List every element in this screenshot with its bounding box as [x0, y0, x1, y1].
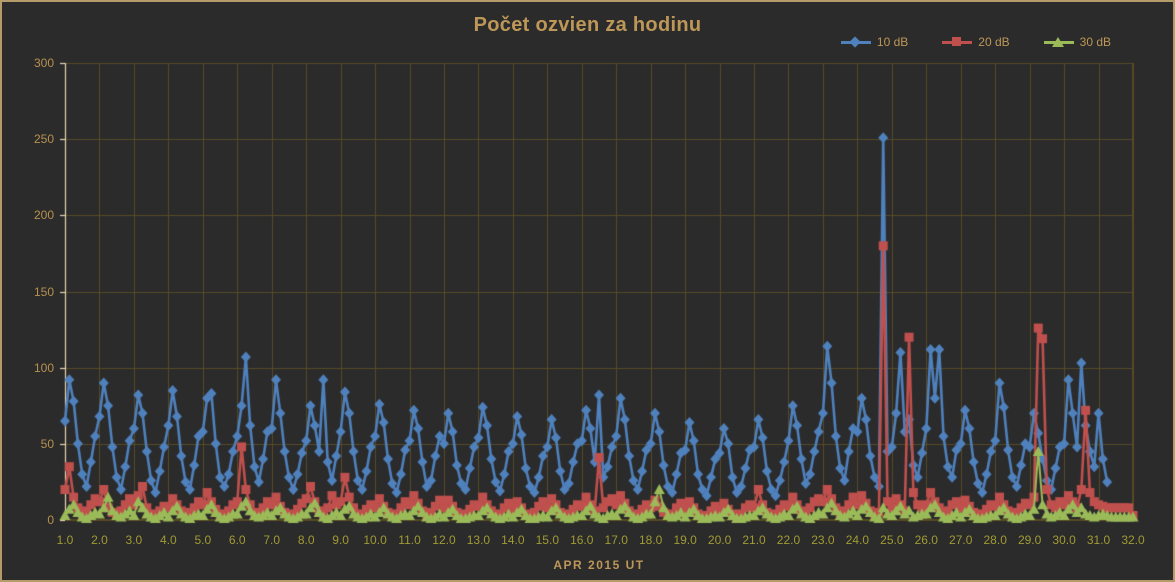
x-tick-label: 31.0 — [1086, 533, 1111, 547]
x-tick-label: 27.0 — [949, 533, 973, 547]
x-tick-label: 19.0 — [673, 533, 697, 547]
y-tick-label: 250 — [33, 132, 54, 147]
x-tick-label: 23.0 — [811, 533, 835, 547]
x-tick-label: 18.0 — [638, 533, 663, 547]
x-axis-tick-labels: 1.0 2.0 3.0 4.0 5.0 6.0 7.0 8.0 9.0 10.0 11.0 12.0 1… — [2, 533, 1173, 549]
x-tick-label: 12.0 — [432, 533, 456, 547]
x-tick-label: 8.0 — [297, 533, 315, 547]
x-tick-label: 21.0 — [742, 533, 766, 547]
x-tick-label: 3.0 — [125, 533, 143, 547]
y-tick-label: 100 — [33, 360, 54, 375]
x-tick-label: 20.0 — [707, 533, 732, 547]
x-tick-label: 14.0 — [501, 533, 525, 547]
x-tick-label: 30.0 — [1052, 533, 1076, 547]
x-tick-label: 11.0 — [398, 533, 421, 547]
x-tick-label: 16.0 — [570, 533, 594, 547]
x-tick-label: 22.0 — [776, 533, 801, 547]
x-tick-label: 9.0 — [332, 533, 349, 547]
y-tick-label: 300 — [33, 56, 54, 70]
x-tick-label: 17.0 — [604, 533, 628, 547]
x-tick-label: 1.0 — [56, 533, 74, 547]
y-tick-label: 50 — [40, 436, 54, 451]
x-tick-label: 4.0 — [160, 533, 177, 547]
x-axis-title: APR 2015 UT — [553, 558, 645, 572]
x-tick-label: 10.0 — [363, 533, 387, 547]
x-tick-label: 6.0 — [228, 533, 246, 547]
y-tick-label: 0 — [47, 513, 54, 527]
x-tick-label: 2.0 — [91, 533, 108, 547]
x-tick-label: 32.0 — [1121, 533, 1145, 547]
y-tick-label: 150 — [33, 284, 54, 299]
x-tick-label: 26.0 — [914, 533, 938, 547]
x-tick-label: 7.0 — [263, 533, 281, 547]
x-tick-label: 13.0 — [466, 533, 491, 547]
x-tick-label: 29.0 — [1017, 533, 1042, 547]
x-tick-label: 28.0 — [983, 533, 1007, 547]
y-axis-tick-labels: 0 50 100 150 200 250 300 — [2, 2, 60, 580]
x-tick-label: 5.0 — [194, 533, 212, 547]
y-tick-label: 200 — [33, 208, 54, 223]
x-tick-label: 24.0 — [845, 533, 870, 547]
x-tick-label: 25.0 — [880, 533, 904, 547]
x-tick-label: 15.0 — [535, 533, 559, 547]
